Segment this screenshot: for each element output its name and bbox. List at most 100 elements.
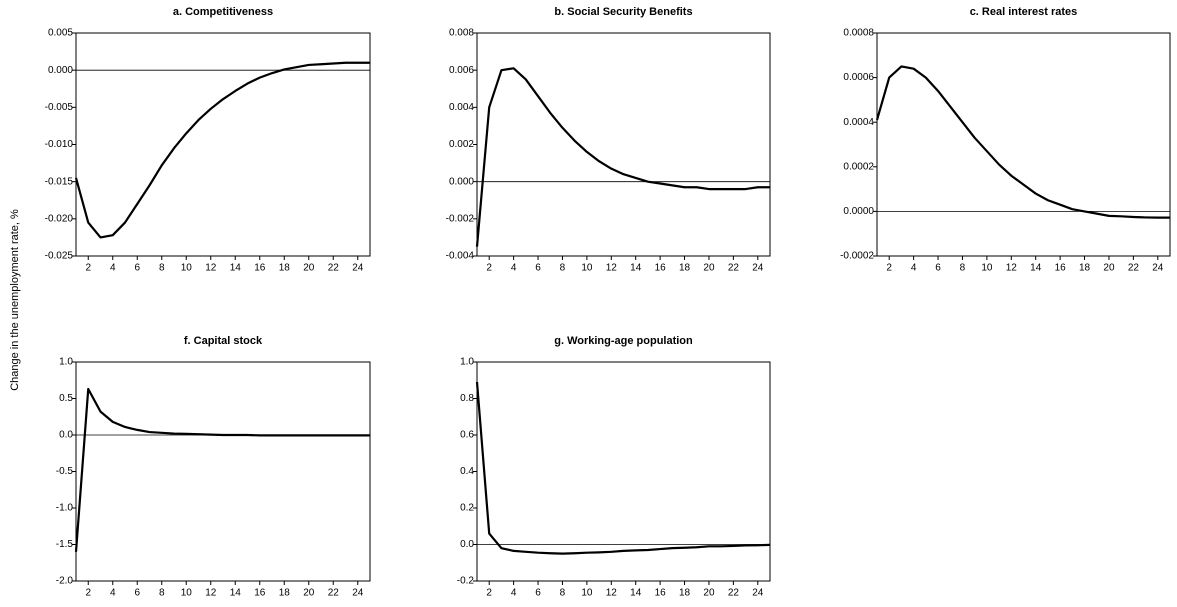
y-tick-label: 0.006	[449, 65, 474, 76]
x-tick-label: 4	[911, 263, 917, 274]
x-tick-label: 6	[535, 588, 541, 599]
x-tick-label: 18	[679, 263, 691, 274]
x-tick-label: 6	[134, 263, 140, 274]
x-tick-label: 16	[1055, 263, 1067, 274]
y-tick-label: 0.0004	[843, 117, 874, 128]
y-tick-label: 0.6	[460, 430, 474, 441]
y-tick-label: 0.0	[59, 430, 73, 441]
x-tick-label: 20	[303, 588, 315, 599]
plot-frame	[75, 361, 371, 582]
y-tick-label: -0.005	[45, 102, 74, 113]
x-tick-label: 24	[352, 588, 364, 599]
x-tick-label: 8	[159, 263, 165, 274]
x-tick-label: 2	[85, 588, 91, 599]
y-tick-label: -0.010	[45, 139, 74, 150]
chart-title: c. Real interest rates	[970, 6, 1078, 18]
x-tick-label: 18	[679, 588, 691, 599]
x-tick-label: 22	[328, 263, 340, 274]
data-line	[475, 67, 770, 247]
x-tick-label: 22	[328, 588, 340, 599]
chart-title: b. Social Security Benefits	[554, 6, 692, 18]
x-tick-label: 12	[205, 588, 217, 599]
y-tick-label: 0.8	[460, 393, 474, 404]
x-tick-label: 12	[1006, 263, 1018, 274]
plot-frame	[876, 32, 1171, 257]
x-tick-label: 2	[486, 588, 492, 599]
y-tick-label: 0.005	[48, 28, 73, 39]
y-tick-label: -0.004	[446, 251, 475, 262]
y-tick-label: 0.0006	[843, 72, 874, 83]
y-tick-label: 0.000	[449, 176, 474, 187]
x-tick-label: 6	[134, 588, 140, 599]
x-tick-label: 22	[728, 588, 740, 599]
y-tick-label: 0.0000	[843, 206, 874, 217]
x-tick-label: 20	[703, 588, 715, 599]
x-tick-label: 10	[981, 263, 993, 274]
y-tick-label: 0.0008	[843, 28, 874, 39]
x-tick-label: 10	[181, 263, 193, 274]
x-tick-label: 8	[960, 263, 966, 274]
y-tick-label: -0.5	[56, 466, 74, 477]
x-tick-label: 18	[279, 263, 291, 274]
y-tick-label: 1.0	[59, 357, 73, 368]
x-tick-label: 24	[1152, 263, 1164, 274]
x-tick-label: 16	[655, 588, 667, 599]
y-tick-label: 0.4	[460, 466, 474, 477]
y-tick-label: -1.0	[56, 503, 74, 514]
chart-title: a. Competitiveness	[173, 6, 273, 18]
x-tick-label: 8	[560, 263, 566, 274]
y-tick-label: 0.000	[48, 65, 73, 76]
x-tick-label: 24	[352, 263, 364, 274]
x-tick-label: 16	[254, 263, 266, 274]
x-tick-label: 10	[181, 588, 193, 599]
y-tick-label: 0.002	[449, 139, 474, 150]
y-tick-label: -0.025	[45, 251, 74, 262]
y-tick-label: -0.015	[45, 176, 74, 187]
y-tick-label: 0.0002	[843, 161, 874, 172]
x-tick-label: 18	[279, 588, 291, 599]
data-line	[475, 381, 771, 555]
x-tick-label: 12	[606, 588, 618, 599]
y-tick-label: 0.0	[460, 539, 474, 550]
y-tick-label: 0.2	[460, 503, 474, 514]
x-tick-label: 8	[159, 588, 165, 599]
x-tick-label: 10	[581, 263, 593, 274]
x-tick-label: 22	[728, 263, 740, 274]
x-tick-label: 20	[703, 263, 715, 274]
x-tick-label: 10	[581, 588, 593, 599]
y-tick-label: 1.0	[460, 357, 474, 368]
x-tick-label: 14	[230, 263, 242, 274]
x-tick-label: 16	[655, 263, 667, 274]
y-tick-label: -2.0	[56, 576, 74, 587]
x-tick-label: 4	[110, 588, 116, 599]
data-line	[74, 387, 370, 552]
x-tick-label: 4	[511, 263, 517, 274]
y-axis-label: Change in the unemployment rate, %	[9, 209, 21, 391]
x-tick-label: 16	[254, 588, 266, 599]
chart-title: g. Working-age population	[554, 335, 693, 347]
x-tick-label: 20	[303, 263, 315, 274]
x-tick-label: 2	[886, 263, 892, 274]
data-line	[74, 61, 370, 239]
data-line	[875, 65, 1170, 219]
x-tick-label: 12	[606, 263, 618, 274]
x-tick-label: 8	[560, 588, 566, 599]
x-tick-label: 24	[752, 588, 764, 599]
y-tick-label: 0.5	[59, 393, 73, 404]
plot-frame	[75, 32, 371, 257]
x-tick-label: 18	[1079, 263, 1091, 274]
y-tick-label: -0.002	[446, 213, 475, 224]
y-tick-label: -0.020	[45, 213, 74, 224]
y-tick-label: -0.0002	[840, 251, 874, 262]
x-tick-label: 6	[535, 263, 541, 274]
x-tick-label: 14	[630, 588, 642, 599]
x-tick-label: 14	[1030, 263, 1042, 274]
x-tick-label: 12	[205, 263, 217, 274]
plot-frame	[476, 361, 771, 582]
x-tick-label: 14	[630, 263, 642, 274]
x-tick-label: 22	[1128, 263, 1140, 274]
y-tick-label: 0.004	[449, 102, 474, 113]
chart-title: f. Capital stock	[184, 335, 263, 347]
x-tick-label: 20	[1103, 263, 1115, 274]
